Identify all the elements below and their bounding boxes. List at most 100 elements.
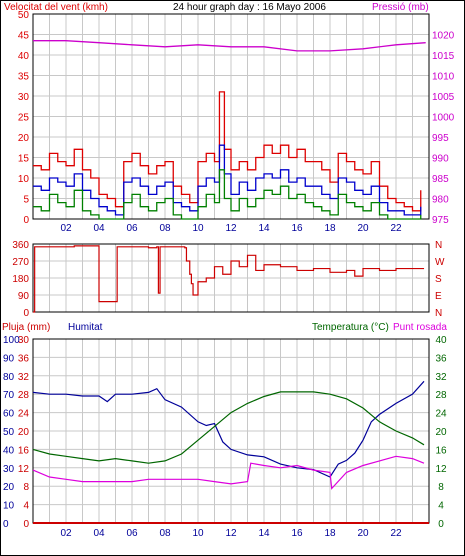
humidity-tick-label: 70 xyxy=(3,390,15,401)
temperature-humidity-panel: 0481216202428323640048121620242832363001… xyxy=(3,335,447,539)
hour-tick-label: 20 xyxy=(357,528,369,539)
direction-tick-label: 270 xyxy=(12,257,29,268)
compass-tick-label: N xyxy=(435,240,442,251)
wind-tick-label: 45 xyxy=(18,31,30,42)
hour-tick-label: 18 xyxy=(324,223,336,234)
rain-tick-label: 20 xyxy=(18,427,30,438)
rain-axis-label: Pluja (mm) xyxy=(2,322,50,333)
rain-tick-label: 36 xyxy=(18,353,30,364)
series-humidity xyxy=(32,380,425,478)
humidity-axis-label: Humitat xyxy=(68,322,103,333)
series-wind_min xyxy=(33,169,422,220)
series-wind_gust xyxy=(33,91,422,212)
hour-tick-label: 10 xyxy=(192,528,204,539)
series-wind_avg xyxy=(33,144,422,216)
humidity-tick-label: 90 xyxy=(3,353,15,364)
temperature-tick-label: 0 xyxy=(438,519,444,530)
rain-tick-label: 32 xyxy=(18,372,30,383)
pressure-tick-label: 990 xyxy=(432,154,449,165)
hour-tick-label: 10 xyxy=(192,223,204,234)
rain-tick-label: 30 xyxy=(18,335,30,346)
plot-area xyxy=(32,13,430,220)
rain-tick-label: 8 xyxy=(23,482,29,493)
wind-tick-label: 20 xyxy=(18,133,30,144)
hour-tick-label: 16 xyxy=(291,223,303,234)
pressure-tick-label: 1005 xyxy=(432,92,455,103)
temperature-tick-label: 16 xyxy=(435,445,447,456)
temperature-tick-label: 28 xyxy=(435,390,447,401)
temperature-tick-label: 20 xyxy=(435,427,447,438)
compass-tick-label: W xyxy=(435,257,445,268)
hour-tick-label: 12 xyxy=(225,223,237,234)
wind-tick-label: 0 xyxy=(23,215,29,226)
temperature-tick-label: 32 xyxy=(435,372,447,383)
humidity-tick-label: 30 xyxy=(3,464,15,475)
pressure-tick-label: 975 xyxy=(432,215,449,226)
humidity-tick-label: 80 xyxy=(3,372,15,383)
humidity-tick-label: 100 xyxy=(3,335,20,346)
rain-tick-label: 0 xyxy=(23,519,29,530)
direction-tick-label: 180 xyxy=(12,274,29,285)
humidity-tick-label: 60 xyxy=(3,409,15,420)
pressure-tick-label: 1020 xyxy=(432,31,455,42)
temperature-tick-label: 24 xyxy=(435,409,447,420)
wind-tick-label: 25 xyxy=(18,113,30,124)
compass-tick-label: S xyxy=(435,274,442,285)
hour-tick-label: 04 xyxy=(93,528,105,539)
temperature-tick-label: 8 xyxy=(438,482,444,493)
hour-tick-label: 02 xyxy=(60,528,72,539)
pressure-tick-label: 1015 xyxy=(432,51,455,62)
pressure-tick-label: 1000 xyxy=(432,113,455,124)
humidity-tick-label: 0 xyxy=(3,519,9,530)
wind-tick-label: 35 xyxy=(18,72,30,83)
wind-tick-label: 30 xyxy=(18,92,30,103)
wind-tick-label: 50 xyxy=(18,10,30,21)
dewpoint-axis-label: Punt rosada xyxy=(393,322,447,333)
rain-tick-label: 28 xyxy=(18,390,30,401)
series-dewpoint xyxy=(32,455,425,490)
rain-tick-label: 4 xyxy=(23,501,29,512)
hour-tick-label: 14 xyxy=(258,223,270,234)
pressure-axis-label: Pressió (mb) xyxy=(372,2,429,13)
hour-tick-label: 02 xyxy=(60,223,72,234)
wind-tick-label: 15 xyxy=(18,154,30,165)
pressure-tick-label: 985 xyxy=(432,174,449,185)
hour-tick-label: 08 xyxy=(159,223,171,234)
humidity-tick-label: 20 xyxy=(3,482,15,493)
humidity-tick-label: 50 xyxy=(3,427,15,438)
compass-tick-label: N xyxy=(435,308,442,319)
pressure-tick-label: 980 xyxy=(432,195,449,206)
pressure-tick-label: 995 xyxy=(432,133,449,144)
hour-tick-label: 12 xyxy=(225,528,237,539)
hour-tick-label: 04 xyxy=(93,223,105,234)
wind-axis-label: Velocitat del vent (kmh) xyxy=(4,2,108,13)
hour-tick-label: 08 xyxy=(159,528,171,539)
wind-pressure-panel: 0510152025303540455097598098599099510001… xyxy=(18,10,455,234)
series-temperature xyxy=(32,391,425,464)
direction-tick-label: 360 xyxy=(12,240,29,251)
rain-tick-label: 12 xyxy=(18,464,30,475)
rain-tick-label: 16 xyxy=(18,445,30,456)
temperature-tick-label: 36 xyxy=(435,353,447,364)
hour-tick-label: 22 xyxy=(390,528,402,539)
hour-tick-label: 16 xyxy=(291,528,303,539)
hour-tick-label: 14 xyxy=(258,528,270,539)
chart-title: 24 hour graph day : 16 Mayo 2006 xyxy=(173,2,326,13)
series-direction xyxy=(33,245,425,313)
temperature-tick-label: 12 xyxy=(435,464,447,475)
humidity-tick-label: 10 xyxy=(3,501,15,512)
temperature-tick-label: 40 xyxy=(435,335,447,346)
compass-tick-label: E xyxy=(435,291,442,302)
humidity-tick-label: 40 xyxy=(3,445,15,456)
hour-tick-label: 06 xyxy=(126,223,138,234)
hour-tick-label: 06 xyxy=(126,528,138,539)
plot-area xyxy=(32,243,430,313)
temperature-axis-label: Temperatura (°C) xyxy=(312,322,389,333)
hour-tick-label: 20 xyxy=(357,223,369,234)
pressure-tick-label: 1010 xyxy=(432,72,455,83)
wind-tick-label: 40 xyxy=(18,51,30,62)
wind-tick-label: 10 xyxy=(18,174,30,185)
